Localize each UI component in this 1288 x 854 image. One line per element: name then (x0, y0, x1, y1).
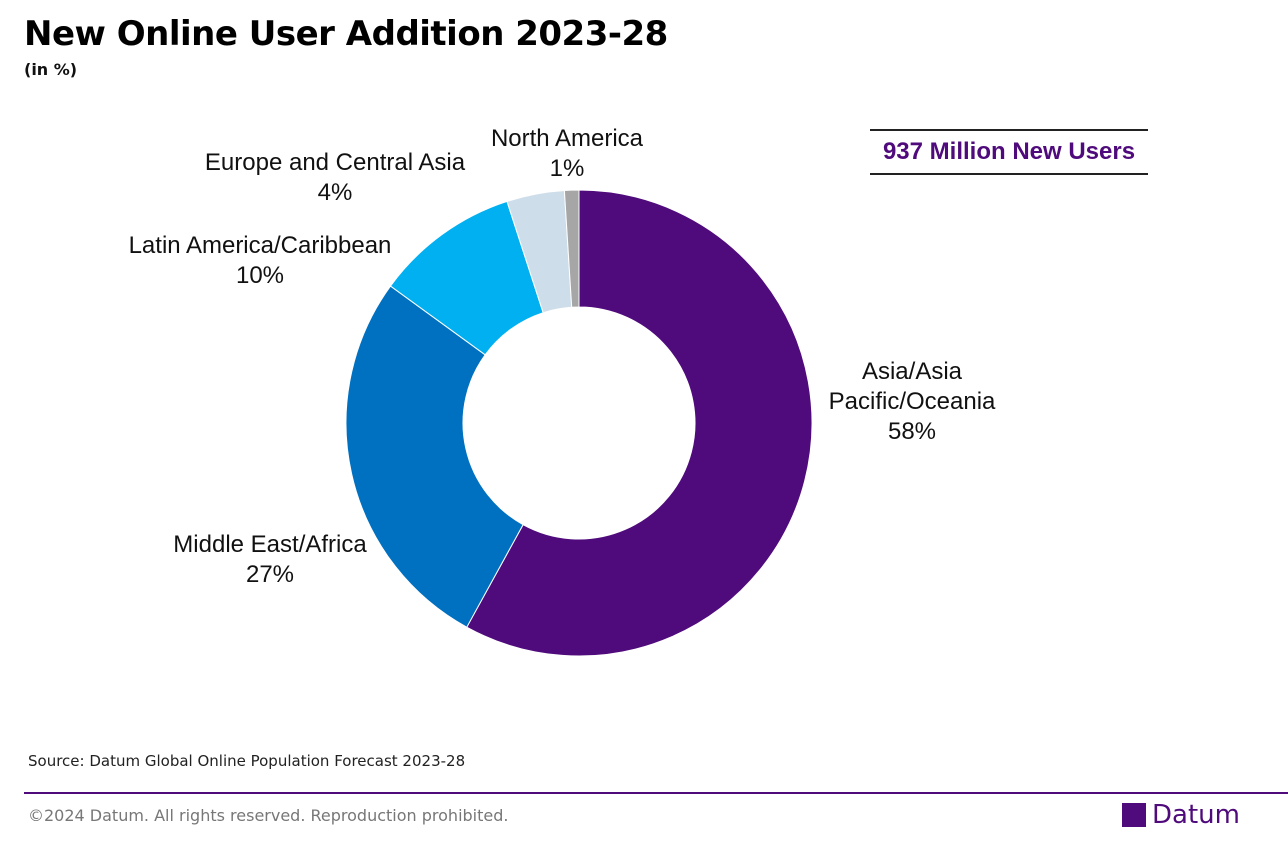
footer-rule (24, 792, 1288, 794)
category-label: North America (490, 125, 644, 152)
donut-segment (563, 189, 580, 308)
brand-name: Datum (1152, 800, 1240, 830)
slice-label: Asia/Asia Pacific/Oceania 58% (812, 357, 1012, 447)
value-label: 10% (235, 262, 285, 289)
copyright: ©2024 Datum. All rights reserved. Reprod… (28, 806, 509, 825)
value-label: 58% (887, 418, 937, 445)
category-label: Asia/Asia Pacific/Oceania (828, 358, 996, 415)
annotation: 937 Million New Users (870, 129, 1148, 175)
chart-title: New Online User Addition 2023-28 (24, 14, 668, 54)
category-label: Middle East/Africa (173, 531, 367, 558)
value-label: 4% (317, 179, 353, 206)
source-note: Source: Datum Global Online Population F… (28, 752, 466, 770)
value-label: 27% (245, 561, 295, 588)
category-label: Latin America/Caribbean (128, 232, 392, 259)
value-label: 1% (549, 155, 585, 182)
donut-segment (345, 285, 524, 628)
chart-subtitle: (in %) (24, 60, 78, 79)
slice-label: North America 1% (467, 124, 667, 184)
logo-icon (1122, 803, 1146, 827)
donut-segment (466, 189, 813, 657)
category-label: Europe and Central Asia (204, 149, 466, 176)
slice-label: Middle East/Africa 27% (140, 530, 400, 590)
slice-label: Latin America/Caribbean 10% (110, 231, 410, 291)
brand: Datum (1122, 800, 1240, 830)
slice-label: Europe and Central Asia 4% (185, 148, 485, 208)
